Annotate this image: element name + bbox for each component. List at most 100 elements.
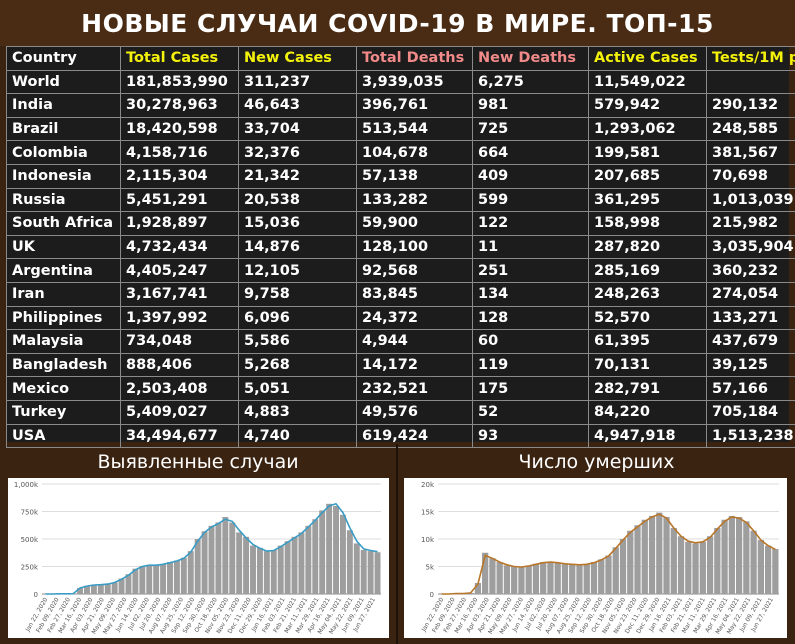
- value-cell: 396,761: [356, 93, 473, 118]
- country-cell: Malaysia: [6, 329, 121, 354]
- country-cell: Colombia: [6, 140, 121, 165]
- bar: [104, 584, 111, 594]
- value-cell: 4,883: [238, 399, 357, 425]
- bar: [772, 548, 779, 594]
- value-cell: 46,643: [238, 93, 357, 118]
- value-cell: 134: [472, 281, 589, 307]
- value-cell: 888,406: [120, 352, 239, 378]
- value-cell: 12,105: [238, 258, 357, 283]
- country-cell: Indonesia: [6, 163, 121, 189]
- value-cell: 122: [472, 211, 589, 236]
- table-row: Philippines 1,397,992 6,096 24,372 128 52,570…: [6, 305, 795, 331]
- value-cell: 437,679: [706, 329, 795, 354]
- bar: [518, 567, 525, 594]
- value-cell: 59,900: [356, 211, 473, 236]
- value-cell: 207,685: [588, 163, 707, 189]
- value-cell: 14,172: [356, 352, 473, 378]
- value-cell: 18,420,598: [120, 116, 239, 142]
- bar: [735, 517, 743, 594]
- column-header: New Deaths: [472, 46, 589, 71]
- value-cell: 175: [472, 376, 589, 401]
- country-cell: Philippines: [6, 305, 121, 331]
- value-cell: 361,295: [588, 187, 707, 213]
- value-cell: 20,538: [238, 187, 357, 213]
- covid-table: Country Total Cases New Cases Total Deaths N…: [6, 46, 795, 449]
- cases-chart-panel: 0 250k 500k 750k 1,000k Jan 22, 2020 Feb 09, 2…: [8, 478, 389, 638]
- bar: [236, 532, 243, 594]
- value-cell: 104,678: [356, 140, 473, 165]
- value-cell: 1,397,992: [120, 305, 239, 331]
- table-row: Mexico 2,503,408 5,051 232,521 175 282,791 57,…: [6, 376, 795, 401]
- bar: [353, 543, 360, 594]
- table-row: Turkey 5,409,027 4,883 49,576 52 84,220 705,18…: [6, 399, 795, 425]
- value-cell: 664: [472, 140, 589, 165]
- value-cell: 1,013,039: [706, 187, 795, 213]
- bar: [576, 565, 583, 594]
- value-cell: 52,570: [588, 305, 707, 331]
- bar: [346, 530, 353, 594]
- bar: [180, 557, 187, 594]
- value-cell: 4,740: [238, 423, 357, 449]
- trend-line: [441, 513, 776, 595]
- bar: [670, 528, 677, 594]
- column-header: Country: [6, 46, 121, 71]
- bar: [90, 584, 97, 594]
- value-cell: 215,982: [706, 211, 795, 236]
- bar: [540, 562, 547, 594]
- value-cell: 1,928,897: [120, 211, 239, 236]
- bar: [569, 564, 576, 594]
- value-cell: 5,268: [238, 352, 357, 378]
- value-cell: 119: [472, 352, 589, 378]
- value-cell: 11: [472, 234, 589, 260]
- bar: [692, 543, 699, 594]
- bar: [125, 574, 132, 594]
- bar: [215, 522, 222, 594]
- bar: [699, 541, 706, 594]
- value-cell: 734,048: [120, 329, 239, 354]
- table-row: UK 4,732,434 14,876 128,100 11 287,820 3,035,9…: [6, 234, 795, 260]
- value-cell: 128: [472, 305, 589, 331]
- bar: [84, 585, 90, 594]
- bar: [634, 525, 641, 594]
- bar: [685, 541, 692, 594]
- bar: [764, 545, 772, 594]
- column-header: Tests/1M pop: [706, 46, 795, 71]
- country-cell: Iran: [6, 281, 121, 307]
- table-row: Bangladesh 888,406 5,268 14,172 119 70,131 39,…: [6, 352, 795, 378]
- bar: [208, 525, 215, 594]
- table-row: India 30,278,963 46,643 396,761 981 579,942 29…: [6, 93, 795, 118]
- bar: [554, 562, 561, 594]
- value-cell: 579,942: [588, 93, 707, 118]
- value-cell: 61,395: [588, 329, 707, 354]
- value-cell: 84,220: [588, 399, 707, 425]
- bar: [173, 560, 180, 594]
- bar: [721, 519, 728, 594]
- column-header: New Cases: [238, 46, 357, 71]
- value-cell: 599: [472, 187, 589, 213]
- country-cell: Mexico: [6, 376, 121, 401]
- y-tick-label: 10k: [421, 536, 435, 544]
- value-cell: 705,184: [706, 399, 795, 425]
- bar: [146, 564, 153, 594]
- bar: [160, 564, 167, 594]
- bar: [222, 517, 229, 594]
- column-header: Active Cases: [588, 46, 707, 71]
- bar: [284, 541, 291, 594]
- value-cell: 39,125: [706, 352, 795, 378]
- value-cell: 199,581: [588, 140, 707, 165]
- value-cell: 232,521: [356, 376, 473, 401]
- bar: [256, 547, 263, 594]
- bar: [750, 530, 757, 594]
- bar: [561, 563, 569, 594]
- bar: [263, 551, 270, 594]
- bar: [590, 562, 598, 594]
- value-cell: 14,876: [238, 234, 357, 260]
- bar: [229, 522, 236, 594]
- value-cell: 981: [472, 93, 589, 118]
- value-cell: 1,513,238: [706, 423, 795, 449]
- panel-divider: [396, 444, 398, 644]
- value-cell: 128,100: [356, 234, 473, 260]
- column-header: Total Deaths: [356, 46, 473, 71]
- value-cell: 70,131: [588, 352, 707, 378]
- value-cell: 83,845: [356, 281, 473, 307]
